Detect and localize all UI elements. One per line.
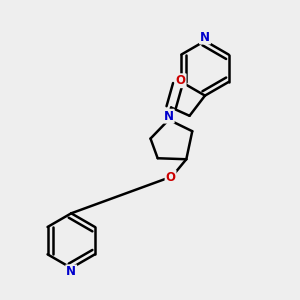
Text: N: N bbox=[164, 110, 174, 123]
Text: N: N bbox=[66, 266, 76, 278]
Text: N: N bbox=[200, 31, 210, 44]
Text: O: O bbox=[166, 171, 176, 184]
Text: O: O bbox=[176, 74, 186, 87]
